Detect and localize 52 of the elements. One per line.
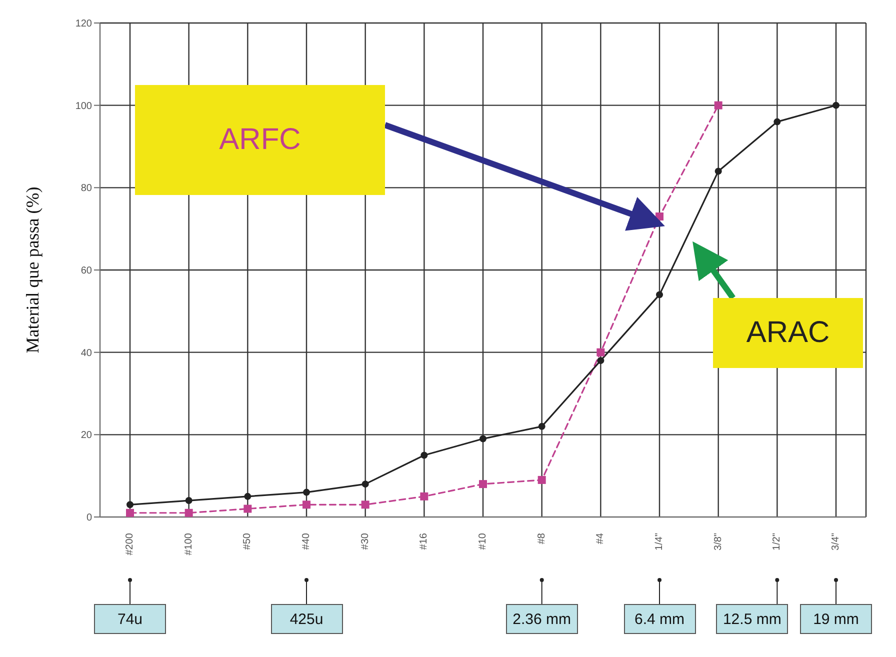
point (832, 102, 840, 109)
x-tick-label: #4 (595, 532, 606, 544)
point (302, 500, 310, 509)
text: 74u (94, 604, 166, 634)
y-tick-label: 60 (80, 266, 92, 277)
point (244, 492, 252, 500)
text: 6.4 mm (624, 604, 696, 634)
point (303, 488, 310, 496)
x-tick-label: #30 (360, 532, 371, 550)
text: 19 mm (800, 604, 872, 634)
x-tick-label: 3/8" (712, 532, 724, 550)
y-tick-label: 40 (80, 348, 92, 359)
text: 12.5 mm (716, 604, 788, 634)
x-tick-label: #8 (536, 532, 548, 544)
x-tick-label: #50 (242, 532, 254, 550)
point (244, 504, 252, 513)
point (126, 508, 134, 517)
x-tick-label: 3/4" (830, 532, 842, 550)
x-tick-label: #40 (301, 532, 312, 550)
point (185, 497, 192, 504)
text: ARAC (746, 316, 830, 350)
text: ARFC (219, 123, 301, 157)
point (361, 500, 370, 509)
point (597, 357, 604, 364)
y-tick-label: 20 (80, 430, 92, 442)
point (538, 476, 546, 484)
point (420, 452, 428, 459)
x-tick-label: #10 (478, 532, 488, 550)
x-tick-label: 1/4" (654, 532, 665, 550)
text: 425u (270, 604, 342, 634)
y-axis-title: Material que passa (%) (22, 186, 42, 354)
y-tick-label: 80 (80, 183, 92, 194)
y-tick-label: 100 (75, 100, 92, 112)
text: 2.36 mm (506, 604, 578, 634)
y-tick-label: 0 (86, 512, 92, 524)
point (362, 480, 369, 488)
point (538, 422, 546, 430)
y-tick-label: 120 (75, 18, 92, 30)
point (126, 501, 134, 508)
point (420, 492, 428, 500)
point (656, 291, 663, 298)
point (774, 118, 781, 126)
x-tick-label: #100 (183, 532, 194, 556)
point (596, 348, 605, 356)
point (714, 168, 722, 175)
x-tick-label: #200 (124, 532, 136, 556)
point (480, 435, 486, 442)
point (714, 101, 722, 110)
point (479, 480, 487, 488)
point (184, 508, 193, 517)
x-tick-label: 1/2" (772, 532, 783, 550)
x-tick-label: #16 (418, 532, 430, 550)
